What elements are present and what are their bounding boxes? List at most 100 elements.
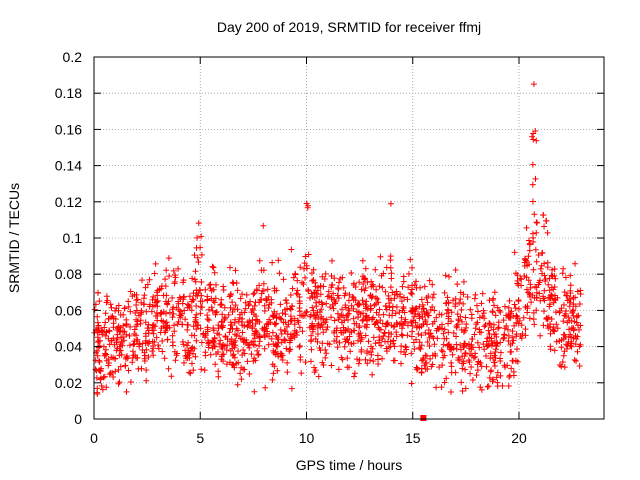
data-point: [244, 323, 251, 330]
data-point: [512, 305, 519, 312]
data-point: [526, 290, 533, 297]
data-point: [523, 286, 530, 293]
data-point: [154, 303, 161, 310]
data-point: [385, 329, 392, 336]
data-point: [511, 249, 518, 256]
data-point: [338, 354, 345, 361]
data-point: [362, 285, 369, 292]
data-point: [308, 346, 315, 353]
data-point: [460, 300, 467, 307]
data-point: [149, 348, 156, 355]
data-point: [525, 237, 532, 244]
data-point: [192, 316, 199, 323]
data-point: [453, 333, 460, 340]
data-point: [560, 301, 567, 308]
data-point: [457, 289, 464, 296]
data-point: [568, 334, 575, 341]
data-point: [431, 341, 438, 348]
data-point: [283, 300, 290, 307]
data-point: [305, 251, 312, 258]
data-point: [402, 351, 409, 358]
data-point: [376, 306, 383, 313]
data-point: [103, 351, 110, 358]
data-point: [269, 361, 276, 368]
data-point: [567, 296, 574, 303]
data-point: [94, 289, 101, 296]
data-point: [115, 380, 122, 387]
data-point: [134, 296, 141, 303]
data-point: [313, 303, 320, 310]
data-point: [357, 330, 364, 337]
data-point: [340, 312, 347, 319]
data-point: [411, 345, 418, 352]
data-point: [289, 303, 296, 310]
data-point: [441, 352, 448, 359]
data-point: [180, 294, 187, 301]
data-point: [375, 299, 382, 306]
data-point: [364, 360, 371, 367]
data-point: [107, 301, 114, 308]
data-point: [465, 341, 472, 348]
data-point: [550, 299, 557, 306]
data-point: [330, 290, 337, 297]
data-point: [418, 369, 425, 376]
data-point: [373, 286, 380, 293]
data-point: [533, 219, 540, 226]
data-point: [426, 343, 433, 350]
data-point: [497, 308, 504, 315]
data-point: [462, 366, 469, 373]
data-point: [420, 305, 427, 312]
data-point: [561, 364, 568, 371]
data-point: [95, 323, 102, 330]
data-point: [551, 328, 558, 335]
data-point: [504, 326, 511, 333]
data-point: [489, 308, 496, 315]
data-point: [174, 350, 181, 357]
data-point: [567, 282, 574, 289]
data-point: [339, 274, 346, 281]
data-point: [547, 330, 554, 337]
data-point: [136, 341, 143, 348]
data-point: [387, 200, 394, 207]
data-point: [254, 317, 261, 324]
data-point: [91, 306, 98, 313]
data-point: [478, 386, 485, 393]
data-point: [296, 343, 303, 350]
data-point: [483, 353, 490, 360]
data-point: [529, 133, 536, 140]
data-point: [543, 217, 550, 224]
data-point: [560, 318, 567, 325]
data-point: [183, 355, 190, 362]
data-point: [94, 352, 101, 359]
data-point: [114, 334, 121, 341]
data-point: [232, 316, 239, 323]
data-point: [576, 363, 583, 370]
data-point: [523, 224, 530, 231]
data-point: [134, 321, 141, 328]
data-point: [308, 336, 315, 343]
data-point: [425, 312, 432, 319]
data-point: [460, 278, 467, 285]
data-point: [358, 348, 365, 355]
y-tick-label: 0.02: [55, 375, 82, 391]
data-point: [412, 310, 419, 317]
data-point: [232, 302, 239, 309]
data-point: [448, 389, 455, 396]
data-point: [96, 329, 103, 336]
data-point: [246, 318, 253, 325]
data-point: [352, 283, 359, 290]
data-point: [525, 253, 532, 260]
data-point: [239, 351, 246, 358]
data-point: [131, 326, 138, 333]
data-point: [468, 315, 475, 322]
data-point: [450, 297, 457, 304]
data-point: [141, 355, 148, 362]
data-point: [138, 365, 145, 372]
data-point: [133, 332, 140, 339]
data-point: [171, 328, 178, 335]
data-point: [360, 280, 367, 287]
data-point: [242, 299, 249, 306]
data-point: [356, 333, 363, 340]
data-point: [478, 300, 485, 307]
data-point: [177, 308, 184, 315]
